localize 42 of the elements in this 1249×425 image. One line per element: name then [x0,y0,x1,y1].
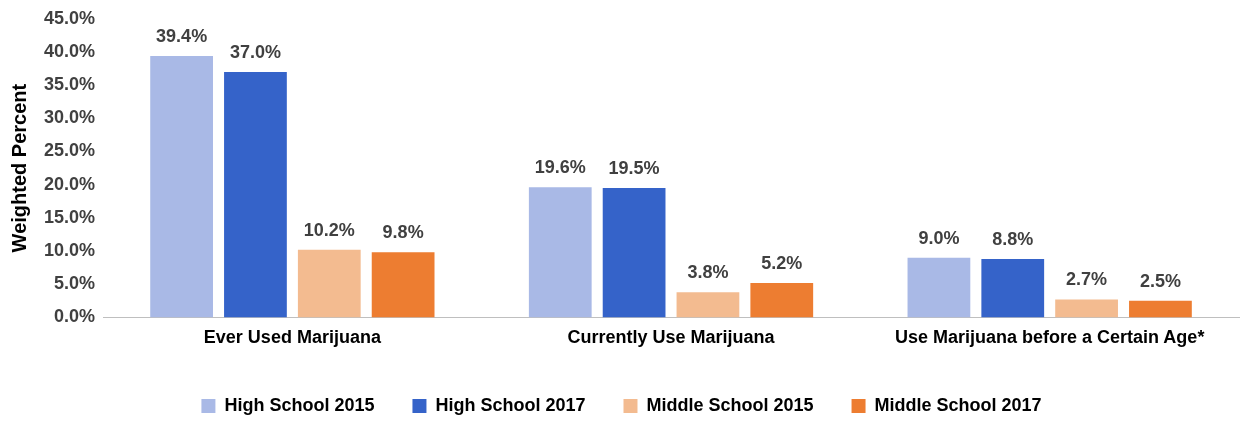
data-label: 19.6% [534,157,586,178]
y-tick-label: 15.0% [43,206,96,227]
bar [150,55,213,318]
y-tick-label: 10.0% [43,240,96,261]
y-tick-label: 0.0% [54,306,96,327]
x-tick-label: Currently Use Marijuana [567,327,776,348]
data-label: 37.0% [229,41,281,62]
bar [676,292,740,318]
bar [602,188,666,318]
bar [1129,300,1192,318]
data-label: 39.4% [156,25,208,46]
bar [528,187,592,318]
y-tick-label: 30.0% [43,107,96,128]
legend-label: High School 2015 [224,394,375,415]
data-label: 5.2% [761,252,803,273]
legend-label: High School 2017 [435,394,586,415]
y-tick-label: 35.0% [43,74,96,95]
x-tick-label: Use Marijuana before a Certain Age* [894,327,1205,348]
data-label: 10.2% [303,219,355,240]
y-axis-title: Weighted Percent [7,83,30,253]
bar [371,252,435,318]
data-label: 9.8% [382,222,424,243]
bar [981,259,1045,318]
data-label: 2.5% [1139,270,1181,291]
data-label: 9.0% [918,227,960,248]
bar [907,257,971,318]
legend-label: Middle School 2015 [646,394,814,415]
data-label: 8.8% [992,228,1034,249]
legend-label: Middle School 2017 [874,394,1042,415]
y-tick-label: 25.0% [43,140,96,161]
data-label: 19.5% [608,157,660,178]
y-tick-label: 45.0% [43,7,96,28]
y-tick-label: 40.0% [43,40,96,61]
data-label: 3.8% [687,262,729,283]
bar [224,71,287,318]
y-tick-label: 5.0% [54,273,96,294]
x-tick-label: Ever Used Marijuana [203,327,382,348]
data-label: 2.7% [1066,269,1108,290]
y-tick-label: 20.0% [43,173,96,194]
bar [1055,299,1118,318]
bar [750,282,814,318]
bar [297,249,361,318]
